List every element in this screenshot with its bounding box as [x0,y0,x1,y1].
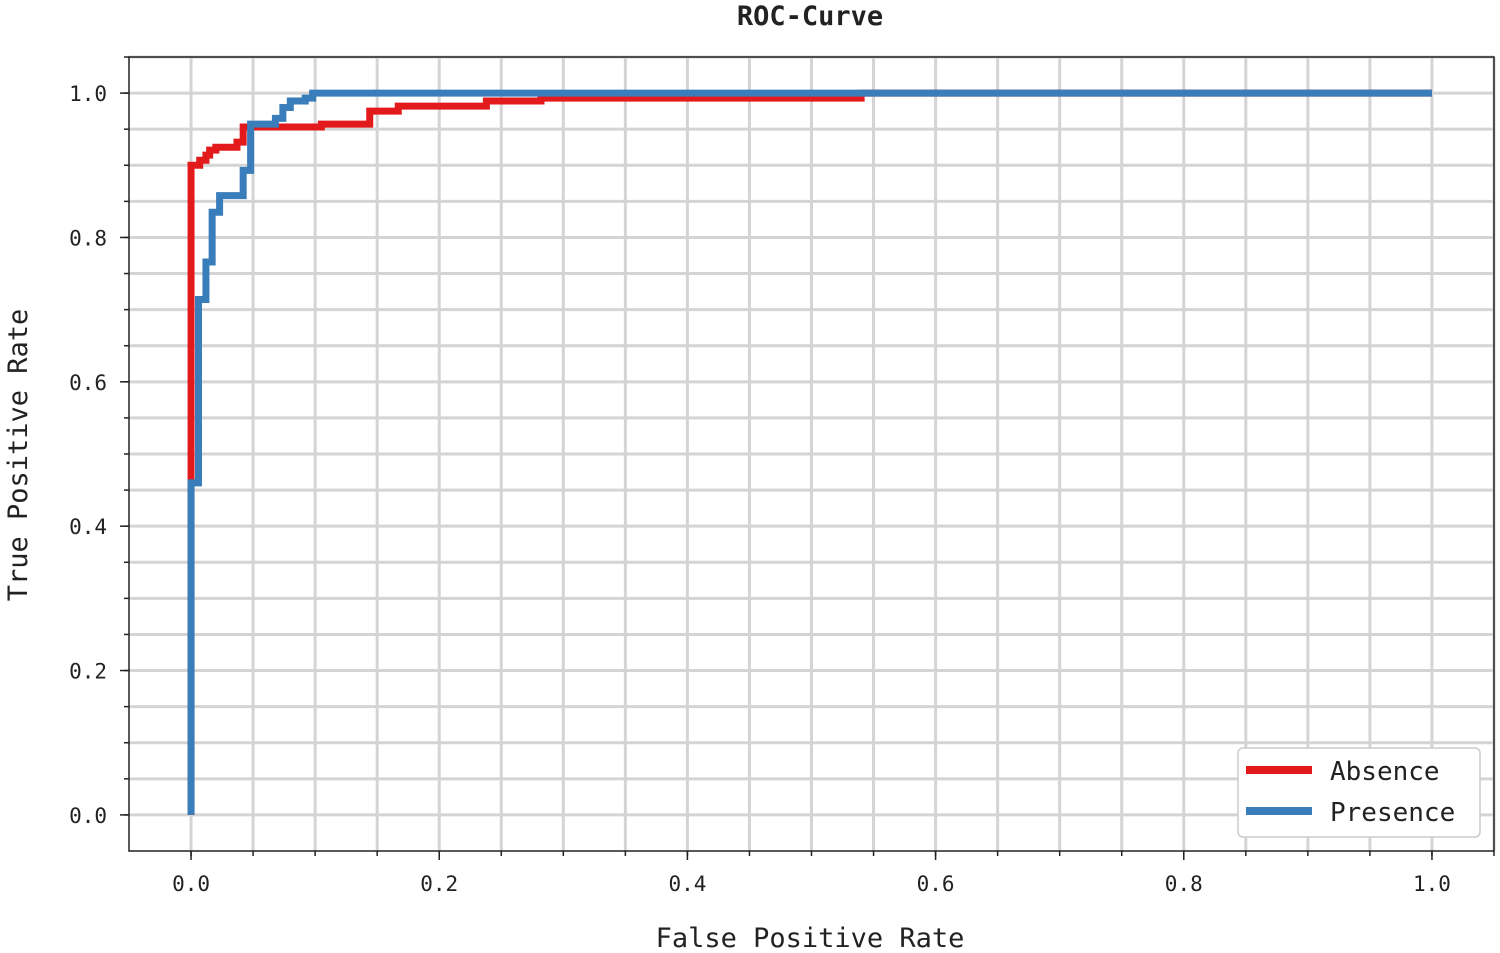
ticks: 0.0 0.2 0.4 0.6 0.8 1.0 0.0 0.2 0.4 0.6 0.8 1.0 [69,56,1495,896]
series-line-absence [187,89,1432,815]
x-tick-label: 0.0 [172,872,210,896]
series-lines [187,89,1432,815]
y-tick-label: 0.2 [69,660,107,684]
x-tick-label: 1.0 [1413,872,1451,896]
x-tick-label: 0.4 [668,872,706,896]
legend: Absence Presence [1237,747,1481,838]
y-tick-label: 0.4 [69,515,107,539]
x-axis-label: False Positive Rate [656,923,965,953]
plot-frame [128,56,1495,852]
grid [129,55,1496,851]
y-tick-label: 0.6 [69,371,107,395]
y-tick-label: 0.8 [69,226,107,250]
legend-label-presence: Presence [1330,798,1455,828]
x-tick-label: 0.6 [917,872,955,896]
y-tick-label: 1.0 [69,82,107,106]
x-tick-label: 0.8 [1165,872,1203,896]
y-tick-label: 0.0 [69,804,107,828]
x-tick-label: 0.2 [420,872,458,896]
chart-title: ROC-Curve [737,1,883,32]
y-axis-label: True Positive Rate [3,309,34,602]
legend-label-absence: Absence [1330,757,1440,787]
series-line-presence [187,89,1432,815]
